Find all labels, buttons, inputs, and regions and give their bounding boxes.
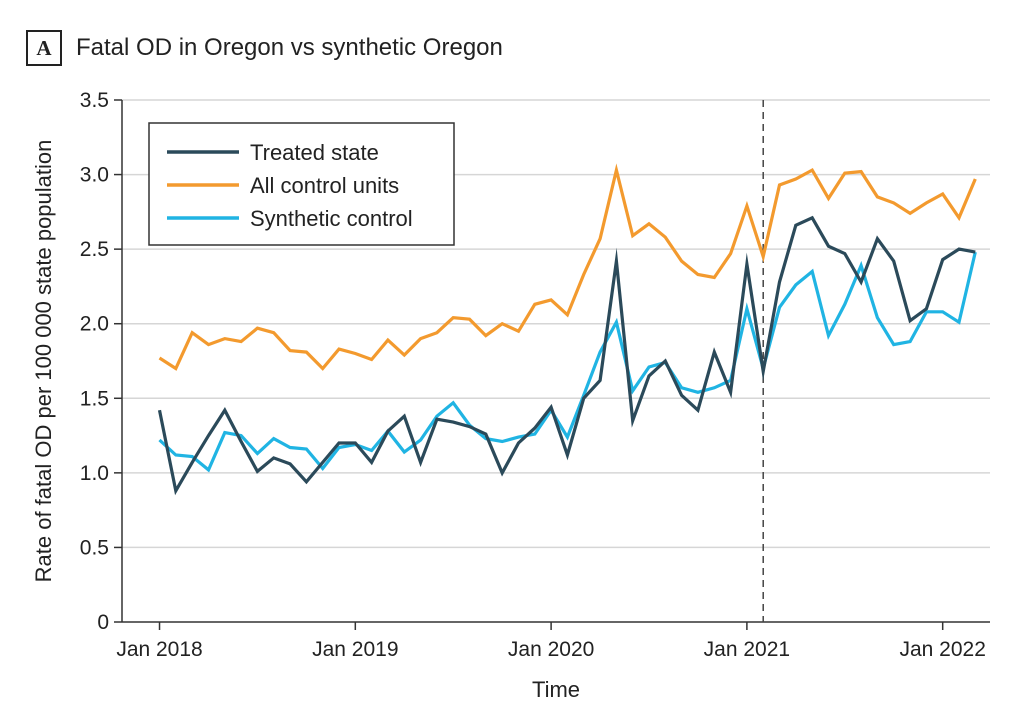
y-tick-label: 0 bbox=[97, 611, 109, 634]
y-tick-label: 2.5 bbox=[80, 238, 109, 261]
x-tick-label: Jan 2020 bbox=[508, 638, 594, 661]
panel-header: A Fatal OD in Oregon vs synthetic Oregon bbox=[26, 28, 503, 68]
series-line-all-control-units bbox=[158, 163, 977, 371]
series-line-synthetic-control bbox=[158, 251, 977, 473]
x-tick-label: Jan 2018 bbox=[116, 638, 202, 661]
series-line-treated-state bbox=[157, 215, 976, 496]
legend-label-all-control-units: All control units bbox=[250, 173, 399, 198]
x-axis-title: Time bbox=[532, 677, 580, 702]
series-layer bbox=[157, 163, 977, 496]
y-tick-label: 3.0 bbox=[80, 164, 109, 187]
y-tick-label: 1.5 bbox=[80, 387, 109, 410]
x-tick-label: Jan 2021 bbox=[704, 638, 790, 661]
y-tick-label: 0.5 bbox=[80, 536, 109, 559]
chart-title: Fatal OD in Oregon vs synthetic Oregon bbox=[76, 34, 503, 61]
legend-label-treated-state: Treated state bbox=[250, 140, 379, 165]
panel-letter: A bbox=[26, 30, 62, 66]
y-axis-title: Rate of fatal OD per 100 000 state popul… bbox=[31, 140, 56, 583]
legend: Treated state All control units Synthetic … bbox=[148, 122, 455, 246]
legend-label-synthetic-control: Synthetic control bbox=[250, 206, 413, 231]
x-tick-label: Jan 2022 bbox=[899, 638, 985, 661]
y-tick-label: 2.0 bbox=[80, 313, 109, 336]
y-tick-label: 3.5 bbox=[80, 89, 109, 112]
x-tick-label: Jan 2019 bbox=[312, 638, 398, 661]
axes: 0 0.5 1.0 1.5 2.0 2.5 3.0 3.5 Jan 2018 Jan 2019 Ja… bbox=[80, 89, 990, 661]
y-tick-label: 1.0 bbox=[80, 462, 109, 485]
